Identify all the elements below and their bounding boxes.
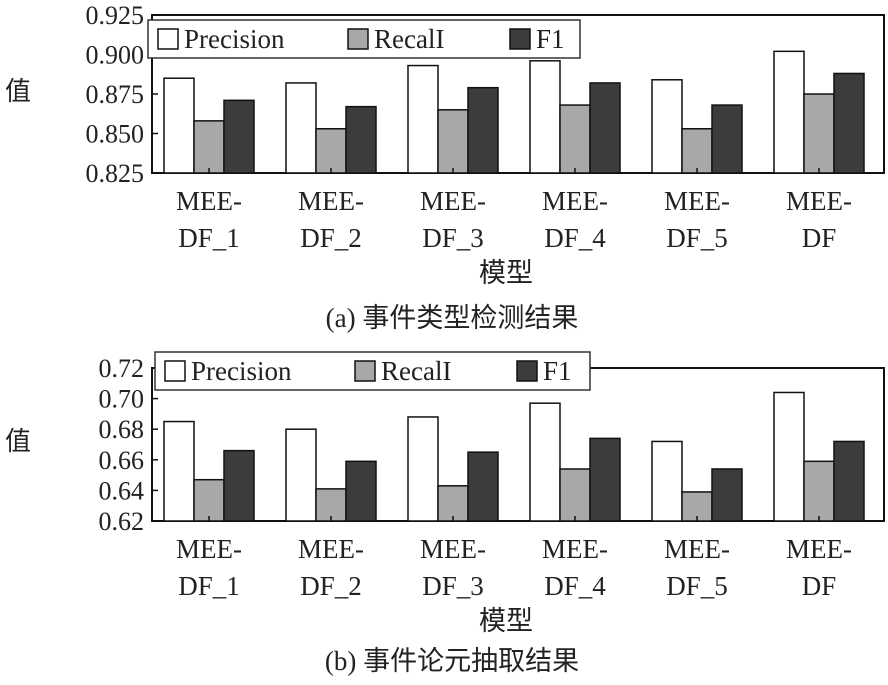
y-axis-label: 值 (5, 77, 31, 106)
bar-recali (315, 128, 347, 174)
bar-f1 (467, 86, 499, 174)
y-tick-label: 0.825 (86, 159, 145, 188)
bar-precision (651, 79, 683, 174)
bar-recali (559, 468, 591, 522)
x-tick-label: DF_2 (300, 571, 362, 601)
legend-swatch-precision (164, 360, 186, 382)
x-tick-label: DF (802, 223, 837, 253)
bar-precision (163, 420, 195, 522)
x-tick-label: MEE- (298, 534, 364, 564)
bar-f1 (223, 99, 255, 174)
bar-recali (803, 93, 835, 174)
x-tick-label: MEE- (176, 186, 242, 216)
x-axis-label: 模型 (479, 606, 533, 636)
bar-precision (285, 428, 317, 522)
x-tick-label: MEE- (298, 186, 364, 216)
bar-f1 (223, 449, 255, 522)
bar-f1 (467, 451, 499, 522)
y-tick-label: 0.850 (86, 120, 145, 149)
x-tick-label: MEE- (542, 186, 608, 216)
legend-label: Precision (191, 356, 292, 386)
bar-recali (803, 460, 835, 522)
bar-precision (529, 402, 561, 522)
x-tick-label: MEE- (420, 186, 486, 216)
legend: Precision RecalI F1 (154, 351, 591, 391)
x-tick-label: DF_5 (666, 571, 728, 601)
legend-label: F1 (536, 24, 565, 54)
x-tick-label: DF_3 (422, 223, 484, 253)
x-tick-label: DF_2 (300, 223, 362, 253)
bar-f1 (833, 440, 865, 522)
legend-swatch-precision (157, 28, 179, 50)
x-tick-label: DF_4 (544, 223, 606, 253)
bar-recali (193, 120, 225, 174)
bar-f1 (345, 460, 377, 522)
y-tick-label: 0.875 (86, 80, 145, 109)
x-tick-label: MEE- (786, 186, 852, 216)
bar-precision (651, 440, 683, 522)
y-tick-label: 0.68 (99, 415, 145, 444)
y-axis-label: 值 (5, 427, 31, 456)
bar-recali (193, 478, 225, 522)
x-tick-label: MEE- (664, 534, 730, 564)
x-tick-label: DF_4 (544, 571, 606, 601)
x-tick-label: MEE- (176, 534, 242, 564)
bar-recali (437, 109, 469, 174)
legend-label: RecalI (374, 24, 444, 54)
x-tick-label: DF_5 (666, 223, 728, 253)
legend-swatch-recali (354, 360, 376, 382)
legend-swatch-recali (347, 28, 369, 50)
y-tick-label: 0.900 (86, 41, 145, 70)
y-tick-label: 0.925 (86, 1, 145, 30)
x-axis-label: 模型 (479, 258, 533, 288)
x-tick-label: MEE- (542, 534, 608, 564)
caption: (a) 事件类型检测结果 (326, 303, 579, 333)
legend-label: RecalI (381, 356, 451, 386)
legend-swatch-f1 (509, 28, 531, 50)
bar-f1 (589, 437, 621, 522)
y-tick-label: 0.70 (99, 385, 145, 414)
bar-precision (773, 50, 805, 174)
bar-f1 (833, 72, 865, 174)
legend-swatch-f1 (516, 360, 538, 382)
bar-f1 (589, 82, 621, 174)
bar-recali (681, 128, 713, 174)
bar-precision (529, 60, 561, 174)
x-tick-label: MEE- (664, 186, 730, 216)
x-tick-label: DF (802, 571, 837, 601)
caption: (b) 事件论元抽取结果 (325, 646, 579, 676)
x-tick-label: DF_3 (422, 571, 484, 601)
bar-f1 (711, 468, 743, 522)
y-tick-label: 0.64 (99, 476, 145, 505)
bar-precision (407, 416, 439, 522)
y-tick-label: 0.62 (99, 507, 145, 536)
bar-f1 (345, 105, 377, 174)
bar-precision (407, 64, 439, 174)
x-tick-label: MEE- (420, 534, 486, 564)
bar-precision (285, 82, 317, 174)
chart-a: 0.825 0.850 0.875 0.900 0.925 值 MEE- DF_1 MEE- DF… (5, 1, 885, 333)
x-tick-label: DF_1 (178, 571, 240, 601)
bar-recali (437, 485, 469, 522)
x-tick-label: DF_1 (178, 223, 240, 253)
y-tick-label: 0.66 (99, 446, 145, 475)
bar-recali (315, 488, 347, 522)
y-tick-label: 0.72 (99, 354, 145, 383)
chart-b: 0.620.640.660.680.700.72 值 MEE- DF_1 MEE- DF_… (5, 351, 885, 676)
bar-f1 (711, 104, 743, 174)
legend: Precision RecalI F1 (147, 19, 581, 59)
legend-label: Precision (184, 24, 285, 54)
bar-precision (163, 77, 195, 174)
legend-label: F1 (543, 356, 572, 386)
bar-recali (559, 104, 591, 174)
bar-precision (773, 391, 805, 522)
x-tick-label: MEE- (786, 534, 852, 564)
